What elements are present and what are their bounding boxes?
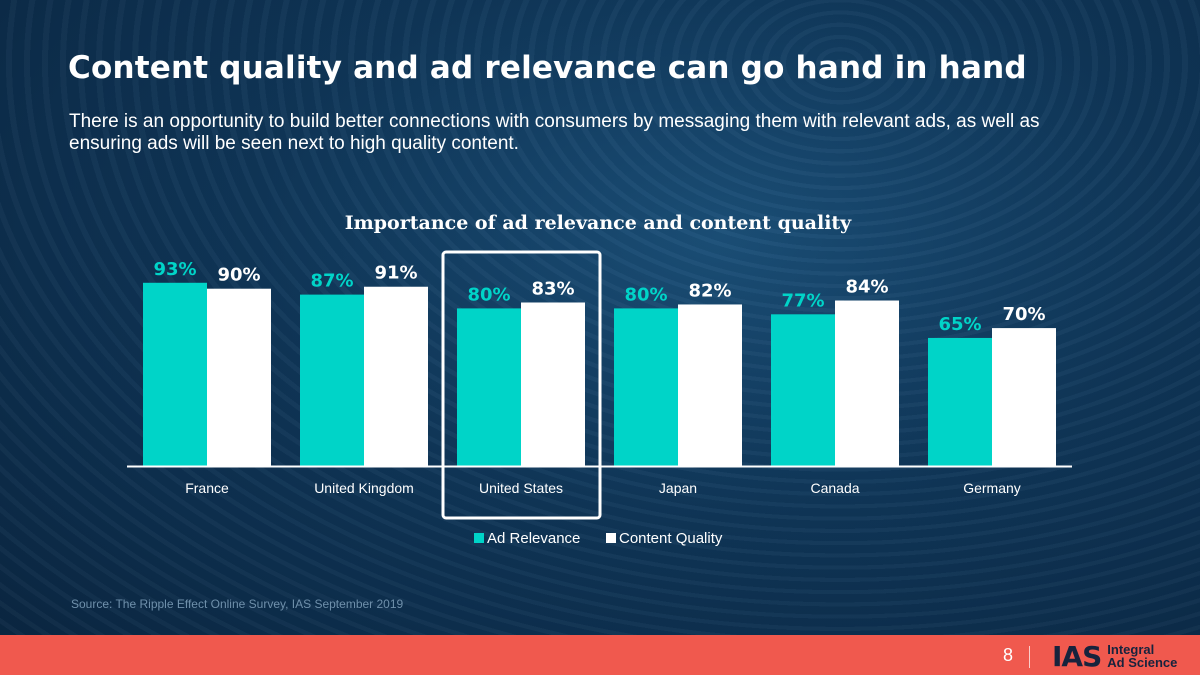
bar-content-quality-japan <box>678 304 742 466</box>
bar-ad-relevance-france <box>143 282 207 466</box>
bar-ad-relevance-united-kingdom <box>300 294 364 466</box>
bar-chart: Importance of ad relevance and content q… <box>143 212 1056 547</box>
x-tick-label-france: France <box>185 480 229 496</box>
logo-text-line2: Ad Science <box>1107 655 1178 670</box>
bar-content-quality-united-kingdom <box>364 286 428 466</box>
slide-subtitle: There is an opportunity to build better … <box>69 111 1040 154</box>
chart-title: Importance of ad relevance and content q… <box>345 212 852 234</box>
data-label-content-quality-united-states: 83% <box>531 278 574 299</box>
x-tick-label-germany: Germany <box>963 480 1021 496</box>
logo-text: Integral Ad Science <box>1107 643 1177 669</box>
data-label-ad-relevance-united-kingdom: 87% <box>310 271 353 292</box>
legend-label-content-quality: Content Quality <box>619 530 723 547</box>
data-label-content-quality-canada: 84% <box>845 277 888 298</box>
bar-ad-relevance-japan <box>614 308 678 466</box>
data-label-ad-relevance-canada: 77% <box>781 290 824 311</box>
source-note: Source: The Ripple Effect Online Survey,… <box>71 597 404 611</box>
legend-swatch-ad-relevance <box>474 533 484 543</box>
x-tick-label-united-kingdom: United Kingdom <box>314 480 414 496</box>
slide-title: Content quality and ad relevance can go … <box>68 50 1027 86</box>
data-label-ad-relevance-united-states: 80% <box>467 284 510 305</box>
legend-swatch-content-quality <box>606 533 616 543</box>
bar-content-quality-france <box>207 288 271 466</box>
bar-content-quality-united-states <box>521 302 585 466</box>
data-label-content-quality-united-kingdom: 91% <box>374 263 417 284</box>
x-tick-label-japan: Japan <box>659 480 697 496</box>
data-label-content-quality-germany: 70% <box>1002 304 1045 325</box>
highlight-box-united-states <box>441 250 602 520</box>
x-tick-label-united-states: United States <box>479 480 563 496</box>
logo-text-line1: Integral <box>1107 642 1155 657</box>
legend-label-ad-relevance: Ad Relevance <box>487 530 580 547</box>
bar-ad-relevance-canada <box>771 314 835 466</box>
footer-divider <box>1029 646 1030 668</box>
data-label-content-quality-japan: 82% <box>688 280 731 301</box>
data-label-ad-relevance-france: 93% <box>153 259 196 280</box>
x-tick-label-canada: Canada <box>810 480 859 496</box>
data-label-ad-relevance-germany: 65% <box>938 314 981 335</box>
bar-ad-relevance-united-states <box>457 308 521 466</box>
ias-logo: IAS Integral Ad Science <box>1052 639 1177 673</box>
bar-content-quality-germany <box>992 328 1056 466</box>
bar-ad-relevance-germany <box>928 337 992 466</box>
page-number: 8 <box>1003 645 1014 665</box>
footer-bar <box>0 635 1200 675</box>
bar-content-quality-canada <box>835 300 899 466</box>
logo-mark: IAS <box>1052 639 1102 673</box>
data-label-content-quality-france: 90% <box>217 265 260 286</box>
data-label-ad-relevance-japan: 80% <box>624 284 667 305</box>
